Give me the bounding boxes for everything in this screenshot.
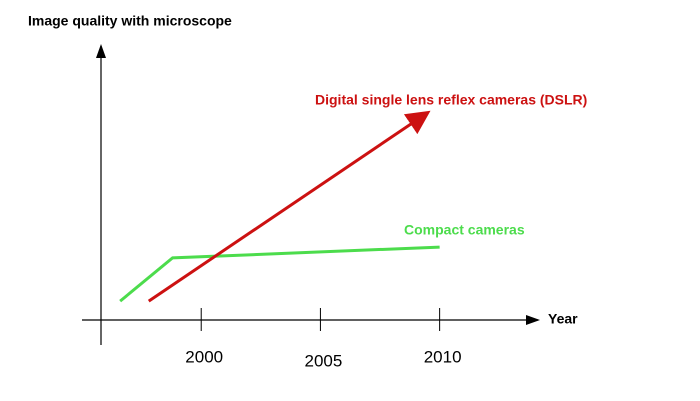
x-tick-label: 2010 (424, 347, 462, 366)
x-tick-label: 2005 (305, 351, 343, 370)
x-axis-label: Year (548, 311, 578, 327)
series-label: Compact cameras (404, 222, 525, 238)
series-label: Digital single lens reflex cameras (DSLR… (315, 92, 587, 108)
series-line (147, 110, 431, 303)
x-tick-label: 2000 (185, 347, 223, 366)
series-line (119, 245, 440, 303)
chart-title: Image quality with microscope (28, 13, 232, 29)
